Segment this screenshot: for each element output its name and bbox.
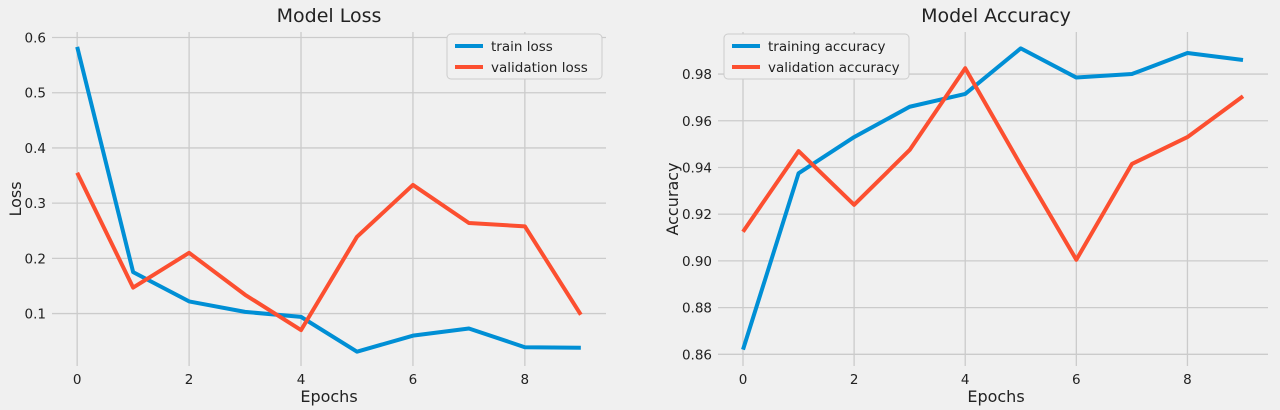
chart-title: Model Loss [277,5,382,27]
y-tick-label: 0.5 [25,86,46,102]
legend-label: training accuracy [768,39,886,55]
y-tick-label: 0.2 [25,251,46,267]
legend-label: validation accuracy [768,60,900,76]
y-tick-label: 0.6 [25,31,46,47]
plot-area [718,32,1268,366]
y-tick-label: 0.3 [25,196,46,212]
y-tick-label: 0.92 [682,207,712,223]
plot-area [52,32,606,366]
legend-label: train loss [491,39,553,55]
legend-label: validation loss [491,60,588,76]
y-tick-label: 0.94 [682,160,712,176]
y-tick-label: 0.86 [682,347,712,363]
y-tick-label: 0.4 [25,141,46,157]
y-tick-label: 0.88 [682,301,712,317]
series-line [75,171,583,333]
accuracy-chart: 0 2 4 6 8 0.86 0.88 0.90 0.92 0.94 0.96 0.98 Model A… [663,5,1268,406]
y-tick-label: 0.1 [25,307,46,323]
legend-frame [723,33,910,80]
x-tick-label: 6 [1072,372,1081,388]
series-line [741,46,1244,351]
x-tick-label: 0 [73,372,82,388]
x-tick-label: 6 [409,372,418,388]
x-tick-label: 8 [1183,372,1192,388]
x-tick-label: 2 [185,372,194,388]
y-axis-label: Loss [6,181,25,216]
x-tick-label: 0 [739,372,748,388]
y-tick-label: 0.98 [682,67,712,83]
x-axis-label: Epochs [967,387,1024,406]
loss-chart: 0 2 4 6 8 0.1 0.2 0.3 0.4 0.5 0.6 Model Loss Epochs L… [6,5,606,406]
x-tick-label: 4 [961,372,970,388]
y-axis-label: Accuracy [663,162,682,235]
x-axis-label: Epochs [300,387,357,406]
chart-title: Model Accuracy [921,5,1071,27]
legend: train loss validation loss [446,33,603,80]
x-tick-label: 2 [850,372,859,388]
y-tick-label: 0.90 [682,254,712,270]
series-line [75,46,581,354]
x-tick-label: 4 [297,372,306,388]
y-tick-label: 0.96 [682,114,712,130]
x-tick-label: 8 [521,372,530,388]
legend: training accuracy validation accuracy [723,33,910,80]
legend-frame [446,33,603,80]
series-line [741,66,1245,262]
